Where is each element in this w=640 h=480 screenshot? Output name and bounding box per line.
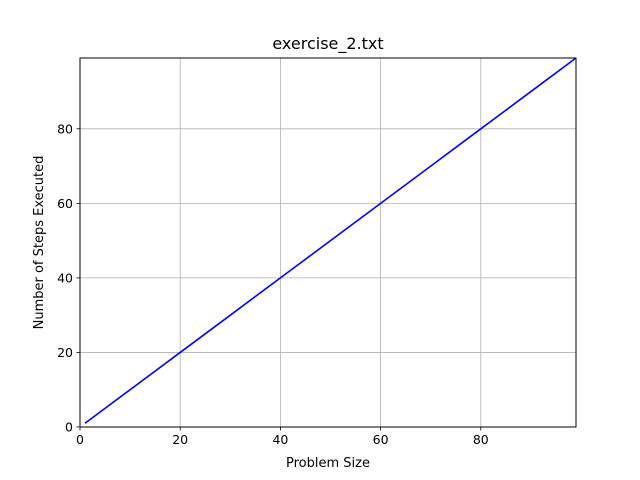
x-tick-label-2: 40 bbox=[272, 432, 288, 447]
series-line-0 bbox=[84, 57, 577, 424]
y-tick-label-2: 40 bbox=[57, 270, 73, 285]
x-tick-label-0: 0 bbox=[76, 432, 84, 447]
series-layer bbox=[84, 57, 577, 424]
x-tick-label-1: 20 bbox=[172, 432, 188, 447]
y-tick-label-4: 80 bbox=[57, 121, 73, 136]
ticks: 0 20 40 60 80 0 20 40 60 80 bbox=[57, 121, 489, 447]
y-tick-label-0: 0 bbox=[65, 420, 73, 435]
x-tick-label-3: 60 bbox=[373, 432, 389, 447]
x-axis-label: Problem Size bbox=[286, 456, 370, 471]
y-tick-label-1: 20 bbox=[57, 345, 73, 360]
plot-frame bbox=[79, 57, 577, 428]
chart-title: exercise_2.txt bbox=[272, 34, 383, 54]
y-tick-label-3: 60 bbox=[57, 196, 73, 211]
y-axis-label: Number of Steps Executed bbox=[32, 156, 47, 330]
x-tick-label-4: 80 bbox=[473, 432, 489, 447]
